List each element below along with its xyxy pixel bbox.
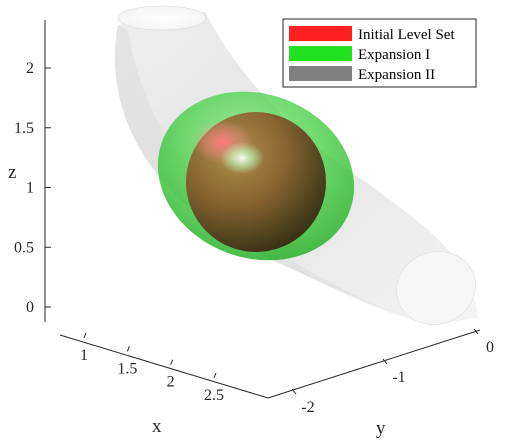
y-axis-line — [267, 329, 481, 399]
legend-label: Initial Level Set — [358, 27, 455, 43]
x-axis-line — [59, 334, 269, 399]
x-axis-ticks: 1 1.5 2 2.5 — [80, 332, 224, 404]
z-tick-label: 1.5 — [14, 120, 34, 137]
legend-label: Expansion II — [358, 67, 435, 83]
x-tick-mark — [126, 346, 130, 352]
y-axis-label: y — [376, 418, 386, 439]
x-axis-label: x — [152, 416, 162, 437]
x-tick-label: 2 — [167, 374, 175, 391]
x-tick-label: 1 — [80, 347, 88, 364]
tube-bottom-cap — [396, 251, 476, 325]
legend-swatch — [289, 66, 352, 81]
tube-top-cap — [117, 5, 207, 31]
z-tick-label: 1 — [26, 180, 34, 197]
y-tick-label: 0 — [486, 339, 494, 356]
legend-swatch — [289, 46, 352, 61]
y-tick-mark — [382, 358, 388, 365]
y-tick-label: -2 — [301, 399, 314, 416]
sphere-highlight — [220, 142, 264, 174]
y-axis-ticks: 0 -1 -2 — [291, 328, 494, 416]
z-axis-label: z — [8, 162, 16, 183]
legend: Initial Level Set Expansion I Expansion II — [282, 18, 477, 88]
z-axis-ticks: 0 0.5 1 1.5 2 — [14, 60, 51, 316]
z-tick-label: 0.5 — [14, 239, 34, 256]
y-tick-mark — [291, 388, 297, 395]
legend-entries: Initial Level Set Expansion I Expansion II — [289, 26, 455, 83]
x-tick-label: 1.5 — [117, 360, 137, 377]
x-tick-mark — [170, 359, 174, 365]
x-tick-mark — [213, 372, 217, 379]
legend-label: Expansion I — [358, 47, 430, 63]
x-tick-mark — [83, 332, 87, 339]
z-tick-label: 2 — [26, 60, 34, 77]
z-tick-label: 0 — [26, 299, 34, 316]
x-tick-label: 2.5 — [204, 387, 224, 404]
legend-swatch — [289, 26, 352, 41]
y-tick-mark — [473, 328, 479, 335]
axes — [44, 20, 481, 399]
y-tick-label: -1 — [392, 369, 405, 386]
